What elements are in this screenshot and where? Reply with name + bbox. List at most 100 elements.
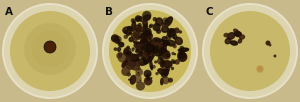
- Circle shape: [131, 32, 140, 41]
- Circle shape: [138, 52, 143, 57]
- Circle shape: [146, 47, 151, 52]
- Circle shape: [174, 59, 180, 65]
- Ellipse shape: [149, 43, 156, 49]
- Circle shape: [135, 15, 142, 22]
- Circle shape: [152, 54, 155, 58]
- Circle shape: [149, 41, 151, 43]
- Circle shape: [140, 32, 144, 36]
- Circle shape: [146, 46, 150, 49]
- Circle shape: [153, 47, 157, 50]
- Circle shape: [139, 35, 142, 38]
- Circle shape: [140, 80, 142, 81]
- Circle shape: [127, 51, 131, 55]
- Circle shape: [135, 49, 139, 53]
- Ellipse shape: [141, 33, 149, 39]
- Circle shape: [172, 36, 175, 39]
- Circle shape: [161, 50, 171, 59]
- Circle shape: [143, 36, 146, 39]
- Circle shape: [143, 42, 145, 44]
- Circle shape: [129, 32, 133, 35]
- Circle shape: [145, 46, 155, 56]
- Circle shape: [149, 52, 151, 54]
- Ellipse shape: [164, 53, 167, 57]
- Circle shape: [137, 65, 139, 66]
- Circle shape: [151, 77, 152, 79]
- Circle shape: [117, 39, 120, 42]
- Ellipse shape: [175, 37, 182, 45]
- Circle shape: [146, 32, 153, 40]
- Ellipse shape: [145, 46, 150, 56]
- Circle shape: [148, 50, 151, 52]
- Circle shape: [127, 26, 132, 32]
- Ellipse shape: [160, 47, 167, 55]
- Text: C: C: [205, 7, 213, 17]
- Circle shape: [172, 61, 176, 64]
- Circle shape: [173, 44, 177, 48]
- Circle shape: [142, 43, 145, 45]
- Circle shape: [162, 76, 170, 84]
- Ellipse shape: [142, 47, 153, 54]
- Ellipse shape: [143, 20, 147, 27]
- Circle shape: [179, 30, 182, 34]
- Circle shape: [179, 46, 184, 50]
- Circle shape: [160, 63, 165, 68]
- Circle shape: [160, 57, 163, 60]
- Circle shape: [144, 24, 147, 27]
- Circle shape: [148, 53, 151, 55]
- Circle shape: [157, 49, 160, 52]
- Circle shape: [136, 81, 145, 90]
- Circle shape: [136, 58, 139, 62]
- Circle shape: [24, 23, 76, 75]
- Circle shape: [159, 51, 162, 55]
- Circle shape: [166, 34, 172, 40]
- Circle shape: [44, 41, 56, 53]
- Circle shape: [156, 29, 161, 34]
- Circle shape: [146, 53, 153, 60]
- Circle shape: [148, 41, 152, 45]
- Circle shape: [127, 51, 128, 53]
- Ellipse shape: [146, 53, 153, 61]
- Circle shape: [130, 61, 140, 71]
- Circle shape: [164, 20, 167, 22]
- Circle shape: [144, 43, 151, 50]
- Circle shape: [146, 43, 148, 45]
- Circle shape: [134, 62, 137, 66]
- Circle shape: [163, 42, 168, 47]
- Circle shape: [123, 47, 132, 55]
- Circle shape: [164, 45, 166, 47]
- Circle shape: [157, 43, 167, 53]
- Circle shape: [135, 17, 141, 22]
- Circle shape: [177, 51, 186, 59]
- Ellipse shape: [124, 49, 129, 53]
- Circle shape: [118, 53, 127, 63]
- Ellipse shape: [130, 76, 136, 84]
- Circle shape: [118, 52, 123, 56]
- Ellipse shape: [162, 37, 167, 42]
- Circle shape: [147, 50, 152, 55]
- Circle shape: [171, 52, 175, 55]
- Circle shape: [160, 46, 165, 51]
- Ellipse shape: [138, 59, 147, 65]
- Circle shape: [150, 47, 155, 52]
- Circle shape: [152, 23, 161, 31]
- Circle shape: [132, 50, 134, 52]
- Ellipse shape: [178, 53, 187, 61]
- Ellipse shape: [145, 31, 152, 37]
- Circle shape: [163, 52, 171, 60]
- Circle shape: [256, 65, 264, 73]
- Circle shape: [171, 67, 174, 70]
- Ellipse shape: [123, 27, 132, 34]
- Ellipse shape: [129, 37, 134, 42]
- Circle shape: [156, 39, 166, 49]
- Circle shape: [142, 42, 148, 48]
- Circle shape: [144, 45, 146, 47]
- Circle shape: [155, 72, 159, 75]
- Circle shape: [172, 43, 175, 47]
- Circle shape: [145, 30, 150, 36]
- Circle shape: [152, 50, 156, 54]
- Ellipse shape: [122, 60, 127, 67]
- Circle shape: [141, 57, 145, 60]
- Circle shape: [149, 54, 153, 58]
- Circle shape: [142, 28, 152, 37]
- Circle shape: [131, 47, 135, 51]
